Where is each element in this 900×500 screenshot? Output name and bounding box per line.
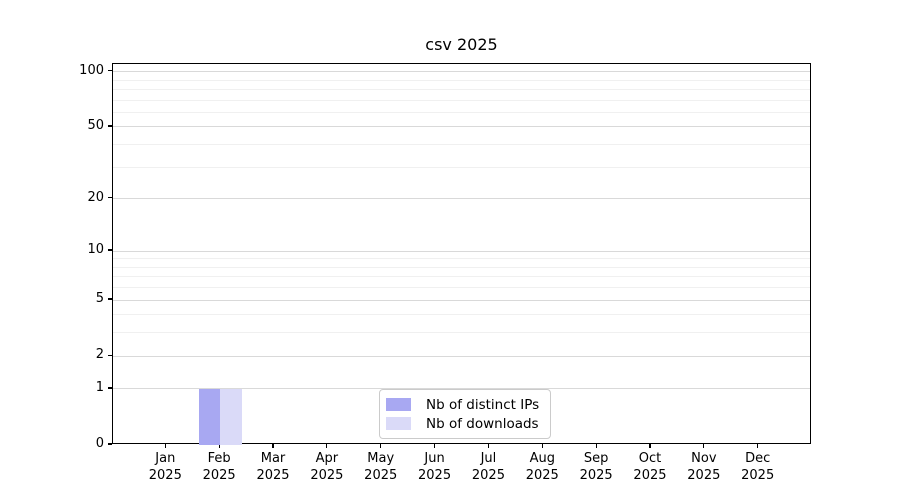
gridline-minor (113, 88, 810, 90)
gridline-minor (113, 144, 810, 146)
x-tick-label: Jun 2025 (418, 451, 452, 483)
x-tick-label: Jul 2025 (471, 451, 505, 483)
x-tick-label: Aug 2025 (525, 451, 559, 483)
gridline-major (113, 71, 810, 73)
legend-label: Nb of downloads (426, 415, 539, 432)
y-tick-mark (108, 125, 112, 127)
gridline-major (113, 299, 810, 301)
legend-item: Nb of distinct IPs (386, 395, 539, 414)
x-tick-label: May 2025 (364, 451, 398, 483)
gridline-major (113, 126, 810, 128)
x-tick-label: Sep 2025 (579, 451, 613, 483)
x-tick-mark (595, 444, 597, 448)
x-tick-mark (380, 444, 382, 448)
x-tick-mark (541, 444, 543, 448)
x-tick-label: Feb 2025 (202, 451, 236, 483)
x-tick-mark (326, 444, 328, 448)
plot-area (112, 63, 811, 445)
gridline-minor (113, 258, 810, 260)
y-tick-mark (108, 298, 112, 300)
y-tick-label: 0 (95, 436, 104, 451)
gridline-major (113, 250, 810, 252)
gridline-minor (113, 79, 810, 81)
gridline-minor (113, 99, 810, 101)
gridline-minor (113, 266, 810, 268)
x-tick-label: Oct 2025 (633, 451, 667, 483)
gridline-major (113, 198, 810, 200)
x-tick-label: Dec 2025 (741, 451, 775, 483)
gridline-major (113, 388, 810, 390)
x-tick-label: Nov 2025 (687, 451, 721, 483)
x-tick-mark (433, 444, 436, 448)
y-tick-label: 100 (79, 62, 104, 78)
x-tick-mark (649, 444, 651, 448)
x-tick-mark (487, 444, 489, 448)
y-tick-mark (108, 197, 112, 199)
bar-nb-of-downloads (220, 388, 242, 445)
x-tick-mark (164, 444, 166, 448)
y-tick-mark (108, 249, 112, 251)
y-tick-label: 5 (95, 291, 104, 307)
y-tick-label: 1 (95, 379, 104, 395)
x-tick-mark (757, 444, 759, 448)
x-tick-mark (218, 444, 220, 448)
y-tick-label: 20 (87, 189, 104, 205)
y-tick-mark (108, 70, 112, 72)
legend-item: Nb of downloads (386, 414, 539, 433)
y-tick-mark (108, 354, 112, 356)
x-tick-mark (272, 444, 274, 448)
legend-label: Nb of distinct IPs (426, 396, 540, 413)
y-tick-label: 2 (95, 347, 104, 363)
gridline-minor (113, 111, 810, 113)
gridline-minor (113, 332, 810, 334)
gridline-minor (113, 287, 810, 289)
gridline-minor (113, 314, 810, 316)
gridline-minor (113, 166, 810, 168)
x-tick-mark (703, 444, 705, 448)
y-tick-label: 10 (87, 242, 104, 257)
x-tick-label: Mar 2025 (256, 451, 290, 483)
legend-swatch-icon (386, 398, 411, 411)
legend: Nb of distinct IPs Nb of downloads (379, 389, 552, 439)
y-tick-mark (108, 443, 112, 445)
y-tick-mark (108, 387, 112, 389)
legend-swatch-icon (386, 417, 411, 430)
x-tick-label: Jan 2025 (148, 451, 182, 483)
y-tick-label: 50 (87, 117, 104, 133)
x-tick-label: Apr 2025 (310, 451, 344, 483)
gridline-minor (113, 276, 810, 278)
gridline-major (113, 355, 810, 357)
bar-nb-of-distinct-ips (198, 388, 221, 445)
chart-title: csv 2025 (425, 35, 498, 54)
